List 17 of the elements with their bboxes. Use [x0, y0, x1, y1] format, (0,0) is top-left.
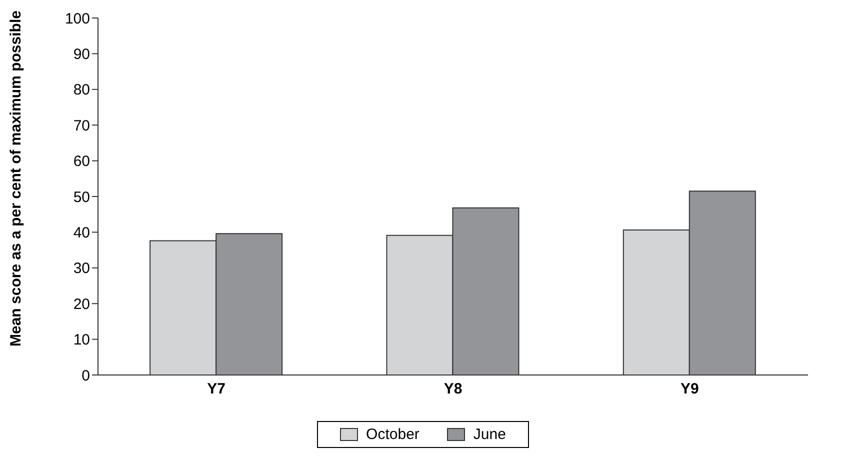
y-axis-title: Mean score as a per cent of maximum possible	[7, 10, 24, 346]
x-tick-label: Y8	[444, 380, 462, 398]
y-tick-label: 40	[73, 224, 90, 242]
y-tick-label: 50	[73, 188, 90, 206]
y-tick-label: 70	[73, 117, 90, 134]
y-tick-label: 20	[73, 296, 90, 313]
y-tick-label: 10	[73, 332, 90, 349]
y-tick-label: 100	[64, 10, 90, 28]
x-tick-label: Y9	[680, 380, 699, 398]
y-tick-label: 60	[73, 153, 90, 170]
y-tick-label: 90	[73, 46, 90, 64]
y-tick-label: 30	[73, 260, 90, 278]
y-tick-label: 0	[82, 367, 90, 384]
x-tick-label: Y7	[207, 380, 226, 398]
y-tick-label: 80	[73, 82, 90, 99]
legend-label: October	[366, 426, 420, 443]
legend-label: June	[473, 426, 506, 443]
